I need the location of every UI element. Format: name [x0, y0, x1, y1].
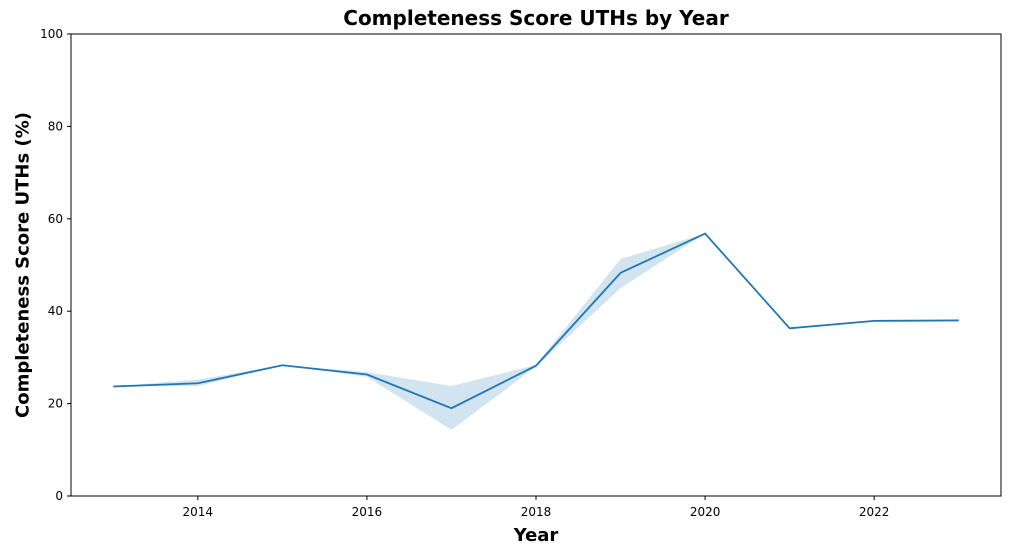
- y-tick-label: 0: [55, 489, 63, 503]
- y-tick-label: 80: [48, 119, 63, 133]
- x-axis: 2014 2016 2018 2020 2022: [183, 496, 890, 519]
- x-tick-label: 2014: [183, 505, 214, 519]
- data-point: [703, 232, 707, 236]
- data-point: [534, 364, 538, 368]
- data-point: [619, 271, 623, 275]
- x-tick-label: 2020: [690, 505, 721, 519]
- y-tick-label: 40: [48, 304, 63, 318]
- plot-area: [111, 232, 961, 430]
- x-tick-label: 2022: [859, 505, 890, 519]
- x-tick-label: 2018: [521, 505, 552, 519]
- chart-title: Completeness Score UTHs by Year: [343, 6, 729, 30]
- x-axis-label: Year: [513, 525, 559, 546]
- data-point: [365, 372, 369, 376]
- data-point: [111, 385, 115, 389]
- confidence-band: [113, 233, 959, 430]
- data-point: [957, 318, 961, 322]
- data-point: [280, 363, 284, 367]
- data-point: [788, 326, 792, 330]
- x-tick-label: 2016: [352, 505, 383, 519]
- y-axis-label: Completeness Score UTHs (%): [13, 112, 34, 418]
- plot-frame: [70, 33, 1002, 497]
- data-point: [449, 406, 453, 410]
- y-axis: 0 20 40 60 80 100: [40, 27, 71, 503]
- data-point: [196, 381, 200, 385]
- series-line: [113, 232, 959, 410]
- y-tick-label: 60: [48, 212, 63, 226]
- y-tick-label: 100: [40, 27, 63, 41]
- y-tick-label: 20: [48, 397, 63, 411]
- data-point: [872, 319, 876, 323]
